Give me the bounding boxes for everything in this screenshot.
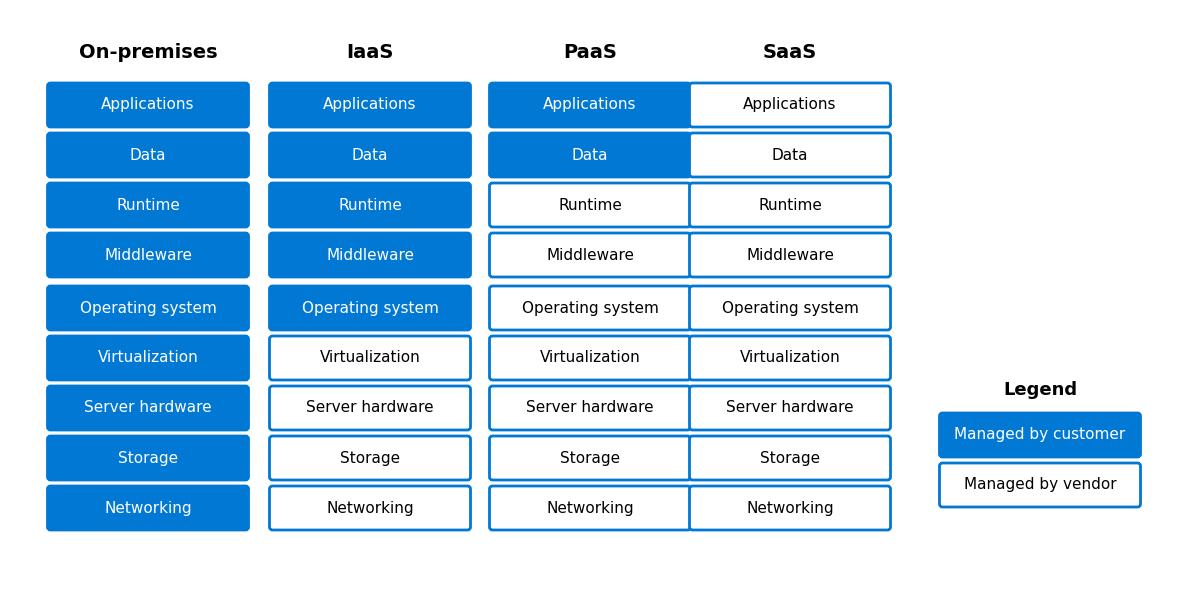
FancyBboxPatch shape [270,233,470,277]
FancyBboxPatch shape [690,336,890,380]
Text: Applications: Applications [743,98,836,113]
FancyBboxPatch shape [48,386,248,430]
Text: Applications: Applications [544,98,637,113]
Text: Storage: Storage [560,451,620,466]
Text: Managed by vendor: Managed by vendor [964,477,1116,493]
FancyBboxPatch shape [690,286,890,330]
FancyBboxPatch shape [48,436,248,480]
Text: Applications: Applications [101,98,194,113]
Text: Data: Data [571,148,608,162]
Text: Operating system: Operating system [522,301,659,315]
FancyBboxPatch shape [48,286,248,330]
Text: Data: Data [130,148,167,162]
FancyBboxPatch shape [490,183,690,227]
FancyBboxPatch shape [690,233,890,277]
FancyBboxPatch shape [48,133,248,177]
Text: SaaS: SaaS [763,42,817,62]
Text: Operating system: Operating system [79,301,216,315]
Text: Operating system: Operating system [301,301,438,315]
Text: Virtualization: Virtualization [540,351,641,365]
FancyBboxPatch shape [270,133,470,177]
FancyBboxPatch shape [48,183,248,227]
FancyBboxPatch shape [490,233,690,277]
Text: Networking: Networking [104,501,192,515]
FancyBboxPatch shape [490,133,690,177]
FancyBboxPatch shape [940,463,1140,507]
Text: Server hardware: Server hardware [306,400,434,416]
FancyBboxPatch shape [490,486,690,530]
FancyBboxPatch shape [48,486,248,530]
FancyBboxPatch shape [690,183,890,227]
FancyBboxPatch shape [270,436,470,480]
Text: Middleware: Middleware [326,247,414,263]
FancyBboxPatch shape [490,83,690,127]
Text: Runtime: Runtime [338,197,402,213]
FancyBboxPatch shape [690,436,890,480]
FancyBboxPatch shape [270,486,470,530]
FancyBboxPatch shape [490,436,690,480]
FancyBboxPatch shape [48,83,248,127]
Text: Applications: Applications [323,98,416,113]
FancyBboxPatch shape [690,133,890,177]
Text: Middleware: Middleware [746,247,834,263]
Text: Middleware: Middleware [104,247,192,263]
FancyBboxPatch shape [940,413,1140,457]
FancyBboxPatch shape [48,233,248,277]
Text: On-premises: On-premises [79,42,217,62]
Text: Networking: Networking [746,501,834,515]
Text: Operating system: Operating system [721,301,858,315]
Text: Runtime: Runtime [558,197,622,213]
Text: Legend: Legend [1003,381,1078,399]
FancyBboxPatch shape [270,386,470,430]
Text: Virtualization: Virtualization [97,351,198,365]
Text: Networking: Networking [326,501,414,515]
FancyBboxPatch shape [270,183,470,227]
FancyBboxPatch shape [690,386,890,430]
FancyBboxPatch shape [490,286,690,330]
Text: Server hardware: Server hardware [526,400,654,416]
Text: Virtualization: Virtualization [319,351,420,365]
FancyBboxPatch shape [270,286,470,330]
Text: Middleware: Middleware [546,247,634,263]
Text: IaaS: IaaS [347,42,394,62]
Text: Virtualization: Virtualization [739,351,840,365]
Text: Storage: Storage [760,451,820,466]
Text: Runtime: Runtime [116,197,180,213]
Text: Server hardware: Server hardware [726,400,854,416]
Text: Storage: Storage [340,451,400,466]
FancyBboxPatch shape [270,83,470,127]
FancyBboxPatch shape [490,336,690,380]
Text: Data: Data [772,148,809,162]
Text: Server hardware: Server hardware [84,400,212,416]
Text: Managed by customer: Managed by customer [954,427,1126,443]
Text: Runtime: Runtime [758,197,822,213]
Text: Networking: Networking [546,501,634,515]
Text: PaaS: PaaS [563,42,617,62]
FancyBboxPatch shape [48,336,248,380]
FancyBboxPatch shape [270,336,470,380]
Text: Data: Data [352,148,389,162]
FancyBboxPatch shape [690,486,890,530]
FancyBboxPatch shape [690,83,890,127]
FancyBboxPatch shape [490,386,690,430]
Text: Storage: Storage [118,451,178,466]
